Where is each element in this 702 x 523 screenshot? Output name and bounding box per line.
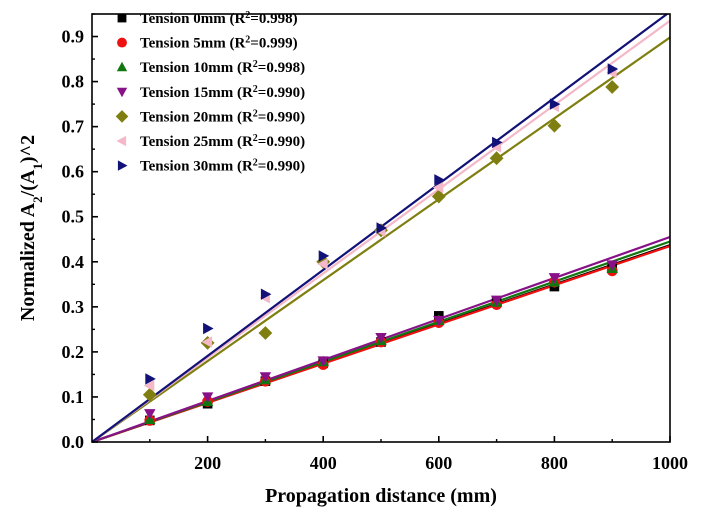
data-point-s5-p0 — [143, 380, 155, 392]
y-tick-label: 0.9 — [62, 27, 85, 47]
data-point-s3-p6 — [490, 295, 503, 307]
y-axis-title-subscript: 2 — [30, 196, 45, 203]
y-tick-label: 0.1 — [62, 387, 85, 407]
y-tick-label: 0.8 — [62, 72, 85, 92]
data-point-s3-p4 — [375, 333, 387, 344]
fit-line-4 — [91, 36, 671, 443]
legend-marker-1 — [117, 37, 127, 48]
legend-marker-2 — [116, 61, 128, 72]
legend-marker-0 — [117, 13, 127, 23]
data-point-s4-p7 — [547, 118, 562, 133]
y-tick-label: 0.7 — [62, 117, 85, 137]
x-tick-label: 200 — [194, 453, 221, 473]
legend: Tension 0mm (R2=0.998) Tension 5mm (R2=0.… — [115, 10, 305, 175]
data-point-s5-p5 — [432, 181, 444, 194]
data-point-s4-p6 — [489, 151, 504, 166]
legend-marker-3 — [116, 87, 128, 98]
data-point-s5-p3 — [317, 258, 328, 270]
y-tick-label: 0.6 — [62, 162, 85, 182]
y-tick-label: 0.2 — [62, 342, 85, 362]
data-point-s6-p4 — [376, 222, 387, 234]
legend-label-0: Tension 0mm (R2=0.998) — [140, 10, 298, 28]
data-point-s3-p8 — [606, 260, 618, 271]
data-point-s6-p3 — [318, 250, 330, 262]
y-tick-label: 0.4 — [62, 252, 85, 272]
legend-label-4: Tension 20mm (R2=0.990) — [140, 108, 305, 126]
y-tick-label: 0.0 — [62, 432, 85, 452]
y-axis-title-subscript: 1 — [30, 163, 45, 170]
legend-marker-4 — [115, 110, 129, 123]
data-point-s4-p8 — [605, 80, 620, 94]
axes: 200 400 600 800 1000 0.0 0.1 0.2 0.3 0.4 0.5 0.6 0.7… — [17, 13, 688, 507]
legend-label-6: Tension 30mm (R2=0.990) — [140, 157, 305, 175]
y-axis-title: Normalized A2/(A1)^2 — [17, 135, 45, 321]
data-point-s3-p5 — [433, 315, 445, 327]
data-point-s3-p3 — [317, 356, 329, 367]
data-point-s4-p2 — [258, 326, 273, 340]
data-point-s6-p8 — [607, 63, 619, 75]
data-point-s6-p7 — [549, 98, 561, 110]
y-axis-title-part: /(A — [17, 169, 39, 197]
data-point-s3-p7 — [548, 273, 561, 284]
x-tick-label: 800 — [541, 453, 568, 473]
data-point-s3-p1 — [201, 392, 214, 403]
y-tick-label: 0.5 — [62, 207, 85, 227]
y-axis-title-part: Normalized A — [17, 202, 39, 321]
data-point-s4-p0 — [142, 387, 157, 402]
data-points — [142, 63, 620, 426]
data-point-s3-p2 — [259, 372, 272, 383]
x-tick-label: 400 — [310, 453, 337, 473]
data-point-s6-p2 — [260, 288, 272, 300]
legend-label-1: Tension 5mm (R2=0.999) — [140, 34, 298, 52]
x-tick-label: 600 — [425, 453, 452, 473]
legend-marker-5 — [116, 135, 127, 147]
data-point-s6-p5 — [434, 174, 445, 186]
legend-label-5: Tension 25mm (R2=0.990) — [140, 133, 305, 151]
data-point-s6-p0 — [145, 373, 156, 385]
y-tick-label: 0.3 — [62, 297, 85, 317]
legend-marker-6 — [117, 160, 128, 171]
legend-label-2: Tension 10mm (R2=0.998) — [140, 59, 305, 77]
data-point-s3-p0 — [144, 409, 156, 420]
data-point-s6-p6 — [492, 136, 503, 149]
y-axis-title-part: )^2 — [17, 135, 39, 163]
x-axis-title: Propagation distance (mm) — [265, 485, 497, 507]
data-point-s6-p1 — [203, 322, 214, 335]
x-tick-label: 1000 — [652, 453, 688, 473]
legend-label-3: Tension 15mm (R2=0.990) — [140, 83, 305, 101]
data-point-s4-p5 — [431, 189, 446, 204]
data-point-s5-p1 — [201, 336, 213, 348]
